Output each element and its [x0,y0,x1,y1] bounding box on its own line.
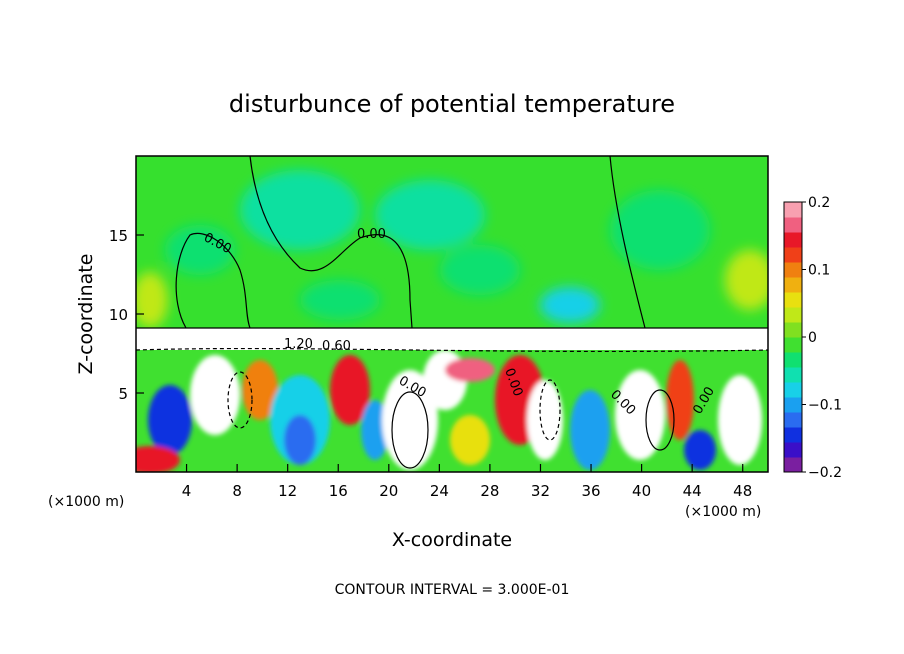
colorbar-swatch [784,217,802,233]
colorbar: 0.2 0.1 0 −0.1 −0.2 [783,195,842,481]
colorbar-swatch [784,337,802,353]
y-tick-label: 5 [118,385,128,403]
x-tick-label: 36 [581,482,600,500]
contour-label: 1.20 [284,337,313,352]
x-tick-label: 48 [733,482,752,500]
x-tick-label: 12 [278,482,297,500]
x-axis: 4 8 12 16 20 24 28 32 36 40 44 48 [182,464,752,500]
colorbar-swatch [784,262,802,278]
contour-label: 0.00 [357,227,386,242]
colorbar-swatch [784,427,802,443]
x-tick-label: 28 [480,482,499,500]
x-tick-label: 40 [632,482,651,500]
x-tick-label: 44 [683,482,702,500]
x-tick-label: 4 [182,482,192,500]
colorbar-swatch [784,247,802,263]
contour-label: 0.60 [322,339,351,354]
x-unit-left: (×1000 m) [48,494,124,510]
y-tick-label: 10 [109,306,128,324]
contour-lines [136,156,768,469]
x-tick-label: 8 [232,482,242,500]
colorbar-swatch [784,442,802,458]
colorbar-swatch [784,382,802,398]
x-tick-label: 32 [531,482,550,500]
colorbar-swatch [784,322,802,338]
x-tick-label: 20 [379,482,398,500]
x-tick-label: 24 [430,482,449,500]
colorbar-tick-label: 0.2 [808,195,830,211]
colorbar-swatch [784,412,802,428]
x-axis-title: X-coordinate [392,529,512,551]
colorbar-swatch [784,202,802,218]
colorbar-swatch [784,397,802,413]
colorbar-swatch [784,292,802,308]
colorbar-swatch [784,352,802,368]
chart-title: disturbunce of potential temperature [229,90,675,118]
colorbar-swatch [784,277,802,293]
colorbar-swatch [784,307,802,323]
colorbar-swatch [784,367,802,383]
colorbar-tick-label: −0.1 [808,398,842,414]
colorbar-tick-label: 0 [808,330,817,346]
y-axis-title: Z-coordinate [75,254,97,375]
y-axis: 5 10 15 [109,227,144,403]
colorbar-tick-label: −0.2 [808,465,842,481]
x-unit-right: (×1000 m) [685,504,761,520]
colorbar-swatch [784,457,802,473]
field-plot [136,156,768,472]
colorbar-tick-label: 0.1 [808,263,830,279]
x-tick-label: 16 [329,482,348,500]
colorbar-swatch [784,232,802,248]
y-tick-label: 15 [109,227,128,245]
contour-interval-note: CONTOUR INTERVAL = 3.000E-01 [335,582,570,598]
